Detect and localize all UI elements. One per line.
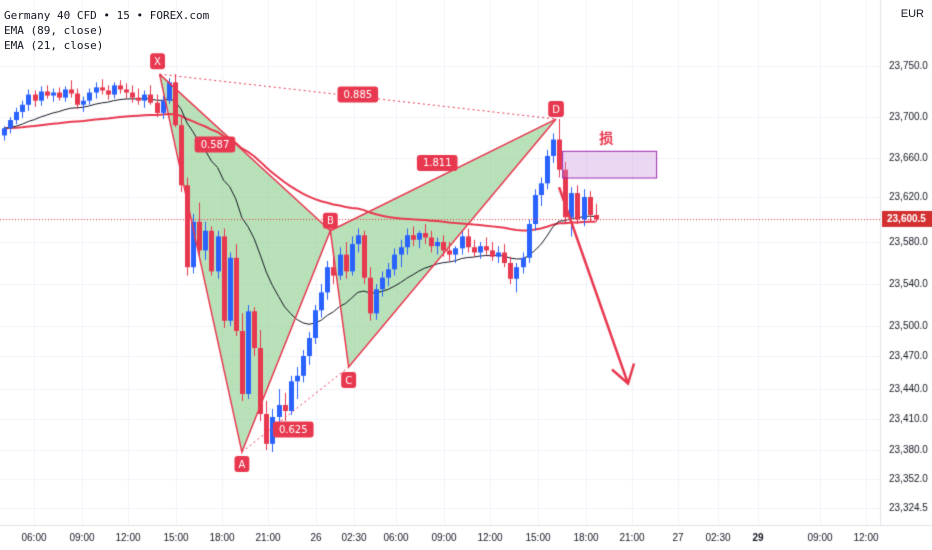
- symbol-title: Germany 40 CFD • 15 • FOREX.com: [4, 9, 210, 22]
- ema21-legend: EMA (21, close): [4, 39, 104, 52]
- ema89-legend: EMA (89, close): [4, 24, 104, 37]
- currency-label: EUR: [900, 8, 924, 20]
